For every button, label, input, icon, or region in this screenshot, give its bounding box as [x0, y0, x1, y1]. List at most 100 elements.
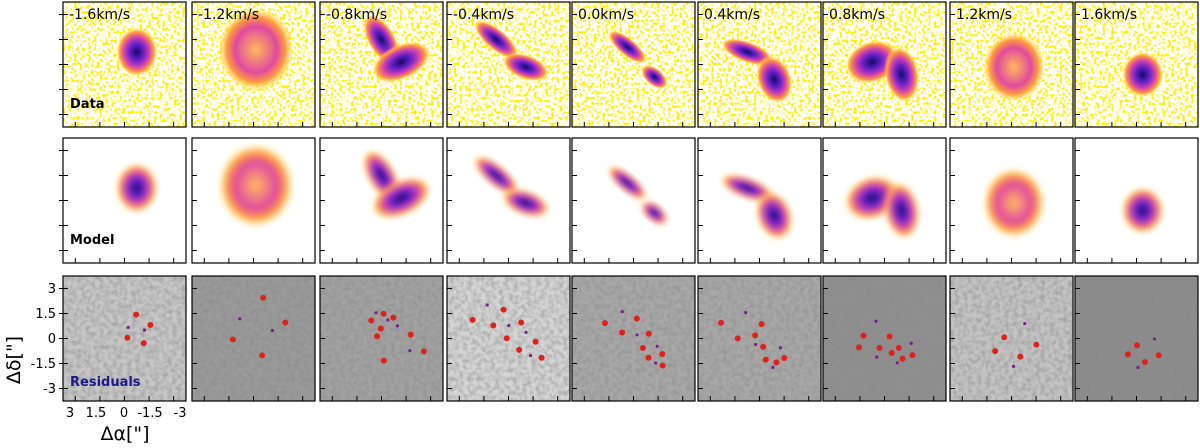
- panel-residuals-1: [59, 275, 187, 402]
- residual-peak: [1136, 365, 1140, 370]
- y-tick-label: -1.5: [31, 357, 56, 372]
- residual-peak: [500, 306, 507, 313]
- residual-peak: [744, 310, 748, 315]
- emission-blob: [1121, 187, 1164, 234]
- panel-model-6: [697, 137, 822, 264]
- y-axis-label: Δδ["]: [3, 336, 25, 384]
- panel-model-5: [571, 137, 696, 264]
- panel-model-8: [949, 137, 1074, 264]
- residual-peak: [1155, 352, 1162, 359]
- residual-peak: [886, 333, 893, 340]
- residual-peak: [374, 333, 381, 340]
- emission-blob: [218, 7, 294, 92]
- residual-peak: [528, 353, 533, 358]
- velocity-label: 0.4km/s: [704, 7, 760, 23]
- residual-peak: [773, 359, 780, 366]
- velocity-label: 1.6km/s: [1081, 7, 1137, 23]
- residual-peak: [408, 349, 412, 353]
- panel-residuals-9: [1074, 275, 1199, 402]
- residual-peak: [395, 324, 400, 328]
- residual-peak: [875, 355, 879, 359]
- residual-peak: [856, 344, 863, 351]
- emission-blob: [756, 191, 793, 240]
- panel-model-1: [59, 137, 187, 264]
- residual-peak: [516, 346, 523, 353]
- panel-model-2: [191, 137, 316, 264]
- residual-peak: [888, 350, 895, 357]
- velocity-label: -0.8km/s: [326, 7, 387, 23]
- residual-peak: [655, 344, 659, 348]
- residual-peak: [260, 294, 267, 301]
- panel-residuals-2: [191, 275, 316, 402]
- residual-peak: [490, 322, 497, 329]
- emission-blob: [502, 52, 549, 82]
- panel-data-9: 1.6km/s: [1074, 1, 1199, 128]
- panel-data-4: -0.4km/s: [446, 1, 571, 128]
- residual-peak: [1011, 364, 1016, 368]
- x-tick-label: -1.5: [137, 406, 162, 421]
- y-tick-label: 1.5: [35, 307, 56, 322]
- panel-residuals-3: [319, 275, 444, 402]
- residual-peak: [752, 332, 759, 339]
- row-label-data: Data: [70, 97, 105, 112]
- panel-data-7: 0.8km/s: [822, 1, 947, 128]
- velocity-label: 0.0km/s: [578, 7, 634, 23]
- residual-peak: [469, 316, 476, 323]
- residual-peak: [758, 321, 765, 328]
- residual-peak: [659, 351, 666, 358]
- emission-blob: [116, 163, 158, 213]
- velocity-label: -1.6km/s: [69, 7, 130, 23]
- residual-peak: [140, 340, 147, 347]
- residual-peak: [895, 344, 902, 351]
- residual-peak: [760, 343, 767, 350]
- residual-peak: [518, 319, 525, 326]
- emission-blob: [982, 32, 1045, 102]
- residual-peak: [380, 357, 387, 364]
- row-label-residuals: Residuals: [70, 375, 141, 390]
- emission-blob: [884, 46, 920, 103]
- residual-peak: [1001, 334, 1008, 341]
- residual-peak: [754, 342, 758, 347]
- residual-peak: [620, 310, 624, 314]
- panels-layer: -1.6km/s -1.2km/s -0.8km/s -0.4km/s 0.0km/s 0…: [59, 1, 1199, 402]
- velocity-label: -1.2km/s: [198, 7, 259, 23]
- emission-blob: [116, 27, 158, 77]
- emission-blob: [372, 41, 431, 83]
- residual-peak: [778, 346, 783, 350]
- panel-model-3: [319, 137, 444, 264]
- panel-data-3: -0.8km/s: [319, 1, 444, 128]
- residual-peak: [762, 356, 769, 363]
- residual-peak: [147, 321, 154, 328]
- labels-layer: Δδ["] Δα["] DataModelResiduals31.50-1.5-…: [3, 97, 186, 445]
- panel-model-4: [446, 137, 571, 264]
- residual-peak: [133, 311, 140, 318]
- residual-peak: [524, 330, 528, 334]
- panel-residuals-7: [822, 275, 947, 402]
- x-axis-label: Δα["]: [100, 423, 149, 445]
- residual-peak: [238, 317, 242, 321]
- residual-peak: [781, 355, 788, 362]
- residual-peak: [645, 330, 652, 337]
- residual-peak: [602, 320, 609, 327]
- residual-peak: [654, 361, 658, 365]
- residual-peak: [619, 329, 626, 336]
- velocity-label: 0.8km/s: [829, 7, 885, 23]
- residual-peak: [374, 311, 378, 315]
- residual-peak: [259, 352, 266, 359]
- velocity-label: -0.4km/s: [453, 7, 514, 23]
- residual-peak: [1017, 353, 1024, 360]
- emission-blob: [1121, 51, 1164, 98]
- panel-residuals-4: [446, 275, 571, 402]
- residual-peak: [1033, 341, 1040, 348]
- residual-peak: [639, 345, 646, 352]
- emission-blob: [641, 64, 668, 90]
- panel-data-2: -1.2km/s: [191, 1, 316, 128]
- panel-model-7: [822, 137, 947, 264]
- residual-peak: [874, 319, 878, 323]
- panel-data-6: 0.4km/s: [697, 1, 822, 128]
- residual-peak: [1124, 351, 1131, 358]
- x-tick-label: 3: [66, 406, 74, 421]
- y-tick-label: -3: [43, 382, 56, 397]
- panel-residuals-5: [571, 275, 696, 402]
- residual-peak: [507, 323, 511, 328]
